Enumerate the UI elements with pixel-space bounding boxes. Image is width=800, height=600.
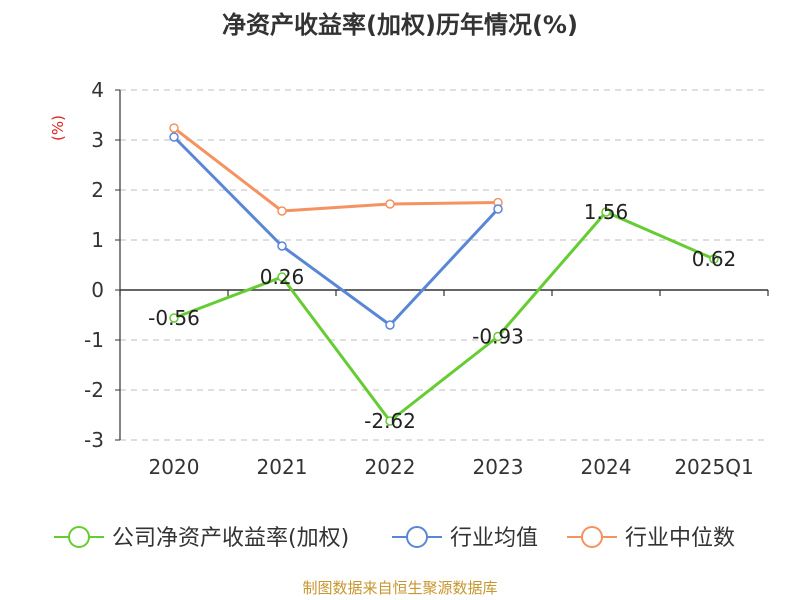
y-tick-label: 4 [91, 78, 104, 102]
y-tick-label: 0 [91, 278, 104, 302]
data-point [385, 320, 395, 330]
data-point [277, 206, 287, 216]
data-label: -0.56 [148, 306, 200, 330]
legend-marker [406, 526, 428, 548]
data-point [169, 313, 179, 323]
series-line [173, 126, 499, 213]
x-tick-label: 2020 [149, 455, 200, 479]
legend-item-1: 行业均值 [392, 526, 538, 551]
data-point [493, 204, 503, 214]
data-point [385, 416, 395, 426]
data-point [169, 132, 179, 142]
x-tick-label: 2021 [257, 455, 308, 479]
data-point [277, 272, 287, 282]
source-note: 制图数据来自恒生聚源数据库 [302, 579, 497, 597]
y-tick-label: 1 [91, 228, 104, 252]
data-point [601, 207, 611, 217]
data-point [493, 331, 503, 342]
grid [120, 89, 768, 441]
legend-label: 公司净资产收益率(加权) [112, 526, 349, 551]
series-1 [169, 132, 503, 330]
legend: 公司净资产收益率(加权) 行业均值 行业中位数 [54, 526, 735, 551]
series-line [173, 210, 715, 423]
legend-item-2: 行业中位数 [567, 526, 735, 551]
legend-label: 行业均值 [450, 526, 538, 551]
y-tick-label: -1 [84, 328, 104, 352]
axes: 4 3 2 1 0 -1 -2 -3 2020 2021 2022 2023 2024 2025Q1 [84, 78, 769, 479]
data-point [385, 199, 395, 209]
series-line [172, 135, 500, 327]
data-point [709, 254, 719, 264]
series-2 [169, 123, 503, 216]
x-tick-label: 2022 [365, 455, 416, 479]
data-label: 0.26 [260, 265, 305, 289]
x-tick-label: 2023 [473, 455, 524, 479]
data-label: -2.62 [364, 409, 416, 433]
y-axis-label: (%) [49, 115, 67, 141]
legend-marker [68, 526, 90, 548]
legend-marker [581, 526, 603, 548]
y-tick-label: -3 [84, 428, 104, 452]
legend-item-0: 公司净资产收益率(加权) [54, 526, 349, 551]
data-point [277, 241, 287, 251]
x-tick-label: 2025Q1 [674, 455, 753, 479]
chart-title: 净资产收益率(加权)历年情况(%) [222, 11, 578, 39]
data-label: 1.56 [584, 200, 629, 224]
data-point [169, 123, 179, 133]
x-tick-label: 2024 [581, 455, 632, 479]
y-tick-label: 3 [91, 128, 104, 152]
series-0: -0.56 0.26 -2.62 -0.93 1.56 0.62 [148, 200, 736, 433]
data-label: 0.62 [692, 247, 737, 271]
y-tick-label: -2 [84, 378, 104, 402]
legend-label: 行业中位数 [625, 526, 735, 551]
data-label: -0.93 [472, 325, 524, 349]
y-tick-label: 2 [91, 178, 104, 202]
series: -0.56 0.26 -2.62 -0.93 1.56 0.62 [148, 123, 736, 433]
